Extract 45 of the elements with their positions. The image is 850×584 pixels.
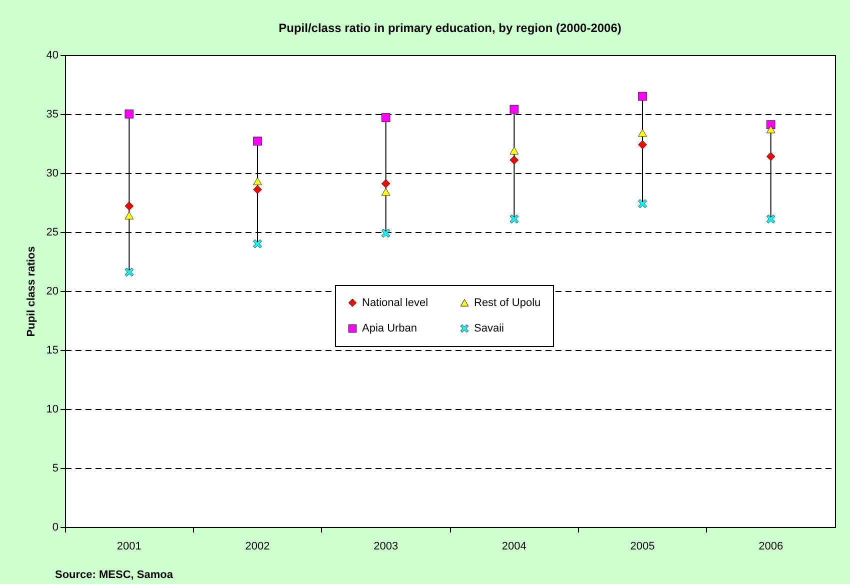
point — [124, 212, 134, 220]
legend-label: Apia Urban — [362, 322, 418, 334]
point — [638, 129, 647, 137]
point — [638, 92, 647, 101]
point — [381, 188, 390, 196]
x-tick-label: 2003 — [374, 540, 398, 552]
x-tick-label: 2006 — [758, 540, 784, 552]
x-tick-label: 2005 — [630, 540, 655, 552]
legend-label: National level — [362, 296, 428, 309]
y-tick-label: 10 — [46, 404, 58, 416]
y-tick-label: 35 — [46, 108, 58, 120]
point — [510, 156, 519, 164]
y-axis-title: Pupil class ratios — [25, 246, 38, 337]
y-tick-label: 20 — [46, 286, 58, 298]
point — [510, 146, 519, 154]
point — [510, 104, 519, 114]
point — [124, 110, 134, 118]
point — [766, 126, 776, 134]
point — [381, 228, 390, 238]
point — [638, 199, 647, 208]
x-tick-label: 2001 — [116, 540, 142, 552]
y-tick-label: 40 — [46, 50, 58, 62]
point — [253, 136, 262, 146]
y-tick-label: 5 — [52, 462, 58, 474]
point — [766, 152, 776, 161]
legend-label: Rest of Upolu — [474, 296, 541, 309]
point — [253, 239, 262, 248]
y-tick-label: 15 — [46, 344, 58, 356]
point — [510, 214, 519, 224]
point — [381, 179, 390, 188]
chart-title: Pupil/class ratio in primary education, by region (2000-2006) — [278, 21, 622, 35]
point — [381, 113, 390, 122]
point — [124, 202, 134, 210]
x-tick-label: 2002 — [245, 540, 270, 552]
point — [638, 140, 647, 150]
y-tick-label: 30 — [46, 168, 58, 180]
point — [253, 177, 262, 186]
y-tick-label: 0 — [52, 522, 58, 534]
point — [124, 268, 134, 277]
source-note: Source: MESC, Samoa — [55, 569, 174, 581]
point — [253, 185, 262, 194]
point — [766, 214, 776, 224]
legend-label: Savaii — [474, 322, 504, 334]
x-tick-label: 2004 — [502, 540, 526, 552]
y-tick-label: 25 — [46, 226, 58, 238]
